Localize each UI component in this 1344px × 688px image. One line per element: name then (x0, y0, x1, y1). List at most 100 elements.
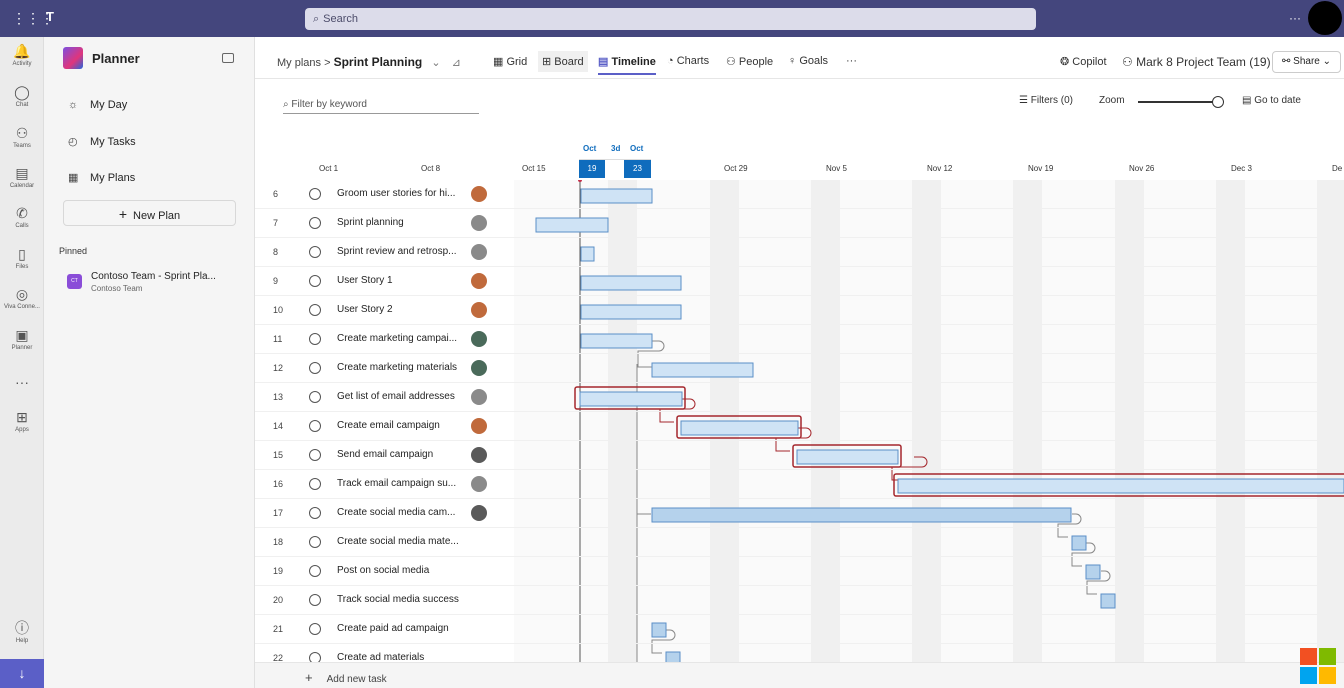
plan-badge: CT (67, 274, 82, 289)
tabs-more[interactable]: ··· (846, 55, 857, 67)
selection-duration: 3d (611, 144, 621, 153)
table-row[interactable]: 7 Sprint planning (255, 209, 1344, 238)
table-row[interactable]: 13 Get list of email addresses (255, 383, 1344, 412)
rail-chat[interactable]: ◯ Chat (0, 84, 44, 108)
filter-input[interactable]: ⌕ Filter by keyword (283, 99, 479, 114)
rail-activity[interactable]: 🔔 Activity (0, 43, 44, 67)
share-button[interactable]: ⚯ Share ⌄ (1272, 51, 1341, 73)
complete-checkbox[interactable] (309, 275, 321, 287)
app-launcher-icon[interactable]: ⋮⋮⋮ (12, 10, 54, 26)
complete-checkbox[interactable] (309, 420, 321, 432)
complete-checkbox[interactable] (309, 507, 321, 519)
search-input[interactable]: ⌕ Search (305, 8, 1036, 30)
nav-my-plans[interactable]: ▦ My Plans (68, 172, 136, 184)
complete-checkbox[interactable] (309, 246, 321, 258)
complete-checkbox[interactable] (309, 333, 321, 345)
add-task-bar: + Add new task (255, 662, 1344, 688)
table-row[interactable]: 20 Track social media success (255, 586, 1344, 615)
team-members-button[interactable]: ⚇ Mark 8 Project Team (19) (1122, 55, 1271, 69)
new-plan-button[interactable]: + New Plan (63, 200, 236, 226)
table-row[interactable]: 11 Create marketing campai... (255, 325, 1344, 354)
complete-checkbox[interactable] (309, 188, 321, 200)
complete-checkbox[interactable] (309, 304, 321, 316)
pin-icon[interactable]: ⊿ (451, 57, 461, 69)
table-row[interactable]: 21 Create paid ad campaign (255, 615, 1344, 644)
complete-checkbox[interactable] (309, 536, 321, 548)
table-row[interactable]: 19 Post on social media (255, 557, 1344, 586)
nav-my-day[interactable]: ☼ My Day (68, 99, 128, 111)
table-row[interactable]: 8 Sprint review and retrosp... (255, 238, 1344, 267)
rail-teams[interactable]: ⚇ Teams (0, 125, 44, 149)
plus-icon: + (118, 206, 128, 222)
sidebar-title: Planner (92, 51, 140, 66)
collapse-pane-icon[interactable] (222, 53, 234, 63)
user-avatar[interactable] (1308, 1, 1342, 35)
tab-timeline[interactable]: ▤ Timeline (598, 56, 656, 75)
copilot-icon: ❂ (1060, 56, 1073, 68)
share-icon: ⚯ (1281, 56, 1294, 67)
complete-checkbox[interactable] (309, 217, 321, 229)
table-row[interactable]: 10 User Story 2 (255, 296, 1344, 325)
copilot-button[interactable]: ❂ Copilot (1060, 56, 1107, 68)
calls-icon: ✆ (16, 205, 28, 221)
rail-more[interactable]: ··· (0, 374, 44, 390)
tab-people[interactable]: ⚇ People (726, 56, 774, 68)
assignee-avatar (471, 389, 487, 405)
assignee-avatar (471, 360, 487, 376)
tab-goals[interactable]: ♀ Goals (788, 55, 829, 67)
go-to-date-button[interactable]: ▤ Go to date (1242, 95, 1301, 106)
assignee-avatar (471, 186, 487, 202)
calendar-icon: ▤ (1242, 95, 1255, 106)
selection-end-day[interactable]: 23 (624, 160, 651, 178)
assignee-avatar (471, 418, 487, 434)
files-icon: ▯ (18, 246, 26, 262)
selection-start-day[interactable]: 19 (579, 160, 605, 178)
tab-board[interactable]: ⊞ Board (538, 51, 588, 72)
assignee-avatar (471, 331, 487, 347)
search-icon: ⌕ (313, 13, 320, 25)
complete-checkbox[interactable] (309, 391, 321, 403)
plus-icon: + (305, 670, 313, 685)
table-row[interactable]: 17 Create social media cam... (255, 499, 1344, 528)
download-icon[interactable]: ↓ (0, 659, 44, 688)
table-row[interactable]: 18 Create social media mate... (255, 528, 1344, 557)
complete-checkbox[interactable] (309, 449, 321, 461)
table-row[interactable]: 6 Groom user stories for hi... (255, 180, 1344, 209)
tab-grid[interactable]: ▦ Grid (493, 56, 528, 68)
complete-checkbox[interactable] (309, 362, 321, 374)
add-task-button[interactable]: + Add new task (305, 670, 387, 685)
rail-calendar[interactable]: ▤ Calendar (0, 165, 44, 189)
chevron-down-icon: ⌄ (1319, 56, 1332, 67)
table-row[interactable]: 15 Send email campaign (255, 441, 1344, 470)
assignee-avatar (471, 215, 487, 231)
complete-checkbox[interactable] (309, 565, 321, 577)
tab-charts[interactable]: ◔ Charts (667, 55, 710, 67)
zoom-slider-handle[interactable] (1212, 96, 1224, 108)
table-row[interactable]: 9 User Story 1 (255, 267, 1344, 296)
teams-logo-icon: T (46, 9, 54, 24)
table-row[interactable]: 12 Create marketing materials (255, 354, 1344, 383)
complete-checkbox[interactable] (309, 478, 321, 490)
rail-calls[interactable]: ✆ Calls (0, 205, 44, 229)
table-row[interactable]: 16 Track email campaign su... (255, 470, 1344, 499)
plan-name[interactable]: Sprint Planning (333, 55, 423, 69)
plans-icon: ▦ (68, 172, 79, 184)
filters-button[interactable]: ☰ Filters (0) (1019, 95, 1073, 106)
rail-planner[interactable]: ▣ Planner (0, 327, 44, 351)
zoom-slider[interactable] (1138, 101, 1218, 103)
zoom-label: Zoom (1099, 95, 1125, 106)
complete-checkbox[interactable] (309, 623, 321, 635)
rail-apps[interactable]: ⊞ Apps (0, 409, 44, 433)
date-label: Dec 3 (1231, 164, 1252, 173)
breadcrumb-my-plans[interactable]: My plans (277, 57, 322, 69)
planner-sidebar: Planner ☼ My Day ◴ My Tasks ▦ My Plans + New… (44, 37, 255, 688)
rail-help[interactable]: ⓘ Help (0, 620, 44, 644)
rail-files[interactable]: ▯ Files (0, 246, 44, 270)
rail-viva[interactable]: ◎ Viva Conne... (0, 286, 44, 310)
selection-start-month: Oct (583, 144, 597, 153)
table-row[interactable]: 14 Create email campaign (255, 412, 1344, 441)
nav-my-tasks[interactable]: ◴ My Tasks (68, 136, 136, 148)
chevron-down-icon[interactable]: ⌄ (431, 57, 441, 69)
complete-checkbox[interactable] (309, 594, 321, 606)
more-options-icon[interactable]: ··· (1289, 11, 1301, 25)
